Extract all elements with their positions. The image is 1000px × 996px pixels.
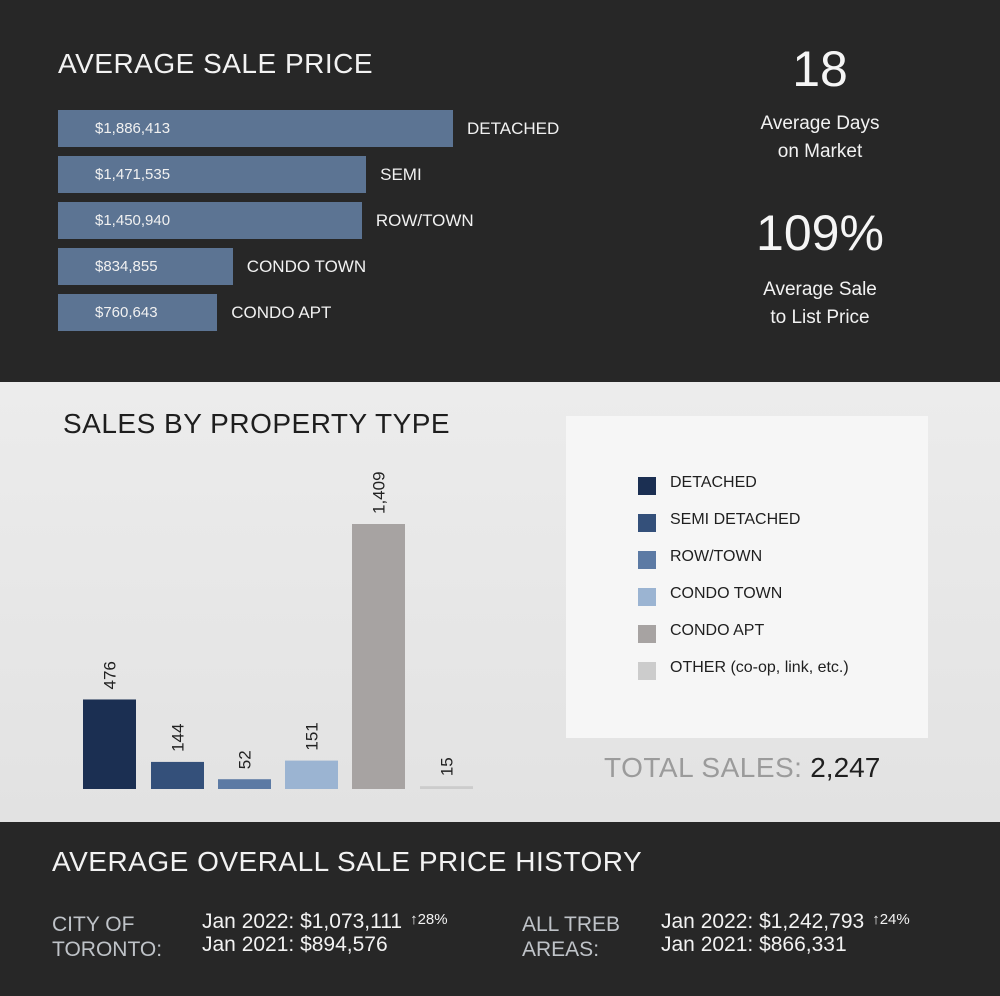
price-value-row-town: $1,450,940 (95, 212, 171, 229)
average-sale-price-panel: AVERAGE SALE PRICE $1,886,413 $1,471,535… (0, 0, 1000, 382)
price-history-panel: AVERAGE OVERALL SALE PRICE HISTORY CITY … (0, 822, 1000, 996)
sales-bar-condo-apt (352, 524, 405, 789)
total-sales: TOTAL SALES: 2,247 (604, 752, 880, 784)
sales-bar-detached (83, 699, 136, 789)
price-type-condo-apt: CONDO APT (231, 303, 332, 322)
sales-bar-condo-town (285, 760, 338, 789)
price-value-detached: $1,886,413 (95, 120, 171, 137)
price-bar-semi (58, 156, 367, 193)
sales-value-label-semi-detached: 144 (169, 724, 188, 752)
sales-value-label-condo-apt: 1,409 (370, 471, 389, 514)
sales-by-type-title: SALES BY PROPERTY TYPE (63, 408, 451, 439)
sales-by-type-panel: SALES BY PROPERTY TYPE 476 144 52 151 1,409 1… (0, 382, 1000, 822)
sales-value-label-detached: 476 (101, 661, 120, 689)
toronto-area-label-1: CITY OF (52, 913, 135, 936)
toronto-change: ↑28% (410, 911, 448, 928)
toronto-area-label-2: TORONTO: (52, 938, 163, 961)
legend-swatch-row-town (638, 551, 656, 569)
price-bar-condo-apt (58, 294, 218, 331)
price-type-row-town: ROW/TOWN (375, 211, 474, 230)
treb-area-label-2: AREAS: (522, 938, 600, 961)
total-sales-label: TOTAL SALES: (604, 752, 803, 783)
days-on-market-label-2: on Market (777, 141, 863, 162)
price-bar-condo-town (58, 248, 233, 285)
sales-value-label-other: 15 (438, 757, 457, 776)
sales-bar-other (420, 786, 473, 789)
legend-swatch-condo-apt (638, 625, 656, 643)
days-on-market-label-1: Average Days (760, 113, 880, 134)
price-type-detached: DETACHED (467, 119, 560, 138)
price-bar-detached (58, 110, 453, 147)
sales-value-label-row-town: 52 (236, 750, 255, 769)
sales-bar-row-town (218, 779, 271, 789)
price-type-condo-town: CONDO TOWN (246, 257, 367, 276)
price-type-semi: SEMI (380, 165, 422, 184)
toronto-jan-2022: Jan 2022: $1,073,111 ↑28% (202, 908, 448, 934)
legend-label-detached: DETACHED (670, 474, 757, 491)
legend-label-row-town: ROW/TOWN (670, 548, 763, 565)
sales-bar-semi-detached (151, 761, 204, 789)
sales-bar-chart: 476 144 52 151 1,409 15 (83, 471, 473, 789)
legend-label-condo-town: CONDO TOWN (670, 585, 783, 602)
toronto-jan-2022-price: Jan 2022: $1,073,111 (202, 910, 403, 933)
price-value-condo-apt: $760,643 (95, 304, 158, 321)
legend-label-other: OTHER (co-op, link, etc.) (670, 659, 849, 676)
legend-label-semi-detached: SEMI DETACHED (670, 511, 801, 528)
legend-swatch-semi-detached (638, 514, 656, 532)
average-sale-price-title: AVERAGE SALE PRICE (58, 48, 374, 79)
legend-label-condo-apt: CONDO APT (670, 622, 765, 639)
sales-value-label-condo-town: 151 (303, 722, 322, 750)
legend: DETACHED SEMI DETACHED ROW/TOWN CONDO TO… (566, 416, 928, 738)
treb-jan-2022: Jan 2022: $1,242,793 ↑24% (661, 908, 910, 934)
price-history-title: AVERAGE OVERALL SALE PRICE HISTORY (52, 846, 643, 877)
sale-to-list-label-1: Average Sale (763, 279, 877, 300)
treb-area-label-1: ALL TREB (522, 913, 621, 936)
sale-to-list-value: 109% (756, 205, 884, 261)
treb-change: ↑24% (872, 911, 910, 928)
toronto-jan-2021-price: Jan 2021: $894,576 (202, 933, 388, 956)
total-sales-value: 2,247 (810, 752, 881, 783)
legend-swatch-other (638, 662, 656, 680)
legend-swatch-condo-town (638, 588, 656, 606)
sale-to-list-label-2: to List Price (770, 307, 870, 328)
legend-swatch-detached (638, 477, 656, 495)
treb-jan-2022-price: Jan 2022: $1,242,793 (661, 910, 865, 933)
days-on-market-value: 18 (792, 41, 848, 97)
price-bar-row-town (58, 202, 362, 239)
treb-jan-2021-price: Jan 2021: $866,331 (661, 933, 847, 956)
price-value-semi: $1,471,535 (95, 166, 171, 183)
price-value-condo-town: $834,855 (95, 258, 158, 275)
